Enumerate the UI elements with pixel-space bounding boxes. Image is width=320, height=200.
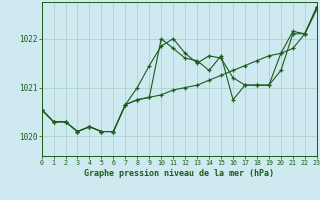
X-axis label: Graphe pression niveau de la mer (hPa): Graphe pression niveau de la mer (hPa)	[84, 169, 274, 178]
